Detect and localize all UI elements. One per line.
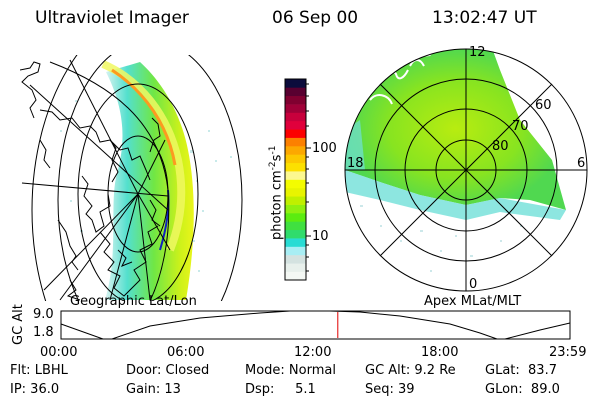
mlat-label-60: 60	[535, 98, 552, 113]
colorbar-swatch	[285, 120, 306, 130]
colorbar-tick-10: 10	[312, 229, 329, 244]
xtick-1800: 18:00	[421, 345, 459, 360]
unit-exp2: -1	[268, 145, 278, 155]
colorbar-swatch	[285, 187, 306, 197]
ytick-9-0: 9.0	[33, 307, 54, 322]
colorbar-swatch	[285, 238, 306, 247]
unit-s: s	[269, 154, 285, 162]
mlat-label-70: 70	[512, 119, 529, 134]
colorbar	[285, 79, 306, 281]
colorbar-swatch	[285, 263, 306, 272]
colorbar-swatch	[285, 146, 306, 155]
colorbar-swatch	[285, 162, 306, 172]
mlt-label-18: 18	[347, 156, 364, 171]
coastlines	[20, 61, 161, 301]
time-label: 13:02:47 UT	[432, 8, 537, 28]
mlat-label-80: 80	[492, 139, 509, 154]
colorbar-swatch	[285, 104, 306, 113]
colorbar-swatch	[285, 79, 306, 88]
geographic-map	[20, 55, 243, 301]
unit-main: photon cm	[269, 170, 285, 240]
info-dsp: Dsp: 5.1	[245, 382, 316, 397]
colorbar-swatch	[285, 137, 306, 147]
colorbar-swatch	[285, 112, 306, 122]
info-gc-alt: GC Alt: 9.2 Re	[365, 363, 456, 378]
unit-exp1: -2	[268, 161, 278, 171]
polar-plot	[344, 48, 588, 292]
info-seq: Seq: 39	[365, 382, 415, 397]
mlt-label-12: 12	[469, 45, 486, 60]
colorbar-swatch	[285, 154, 306, 164]
info-gain: Gain: 13	[126, 382, 181, 397]
colorbar-swatch	[285, 246, 306, 256]
mlt-spokes	[345, 49, 587, 291]
colorbar-swatch	[285, 271, 306, 281]
colorbar-swatch	[285, 221, 306, 231]
colorbar-swatch	[285, 204, 306, 214]
mlt-label-6: 6	[577, 156, 586, 171]
info-glon: GLon: 89.0	[485, 382, 560, 397]
left-panel-caption: Geographic Lat/Lon	[70, 294, 197, 309]
colorbar-swatch	[285, 254, 306, 264]
colorbar-swatch	[285, 129, 306, 138]
colorbar-unit-label: photon cm-2s-1	[267, 145, 285, 240]
colorbar-ticks	[306, 83, 311, 272]
info-ip: IP: 36.0	[10, 382, 60, 397]
mlt-label-0: 0	[469, 277, 478, 292]
right-panel-caption: Apex MLat/MLT	[424, 294, 522, 309]
colorbar-swatch	[285, 179, 306, 189]
instrument-title: Ultraviolet Imager	[35, 8, 189, 28]
timeline-frame	[60, 310, 571, 340]
polar-speckle	[350, 205, 522, 272]
gc-alt-curve	[60, 310, 571, 340]
xtick-0600: 06:00	[167, 345, 205, 360]
xtick-1200: 12:00	[294, 345, 332, 360]
earth-limb	[49, 61, 170, 301]
colorbar-swatch	[285, 87, 306, 97]
colorbar-swatch	[285, 171, 306, 180]
info-filter: Flt: LBHL	[10, 363, 68, 378]
timeline-ylabel: GC Alt	[11, 304, 26, 345]
xtick-2359: 23:59	[549, 345, 587, 360]
colorbar-tick-100: 100	[312, 141, 337, 156]
aurora-arc	[101, 60, 186, 252]
date-label: 06 Sep 00	[272, 8, 359, 28]
ytick-1-8: 1.8	[33, 325, 54, 340]
colorbar-frame	[284, 78, 307, 281]
aurora-arc-core	[111, 68, 177, 166]
info-glat: GLat: 83.7	[485, 363, 557, 378]
info-mode: Mode: Normal	[245, 363, 336, 378]
info-door: Door: Closed	[126, 363, 210, 378]
colorbar-swatch	[285, 229, 306, 239]
colorbar-swatch	[285, 196, 306, 205]
colorbar-swatch	[285, 213, 306, 222]
xtick-0000: 00:00	[40, 345, 78, 360]
colorbar-swatch	[285, 95, 306, 105]
